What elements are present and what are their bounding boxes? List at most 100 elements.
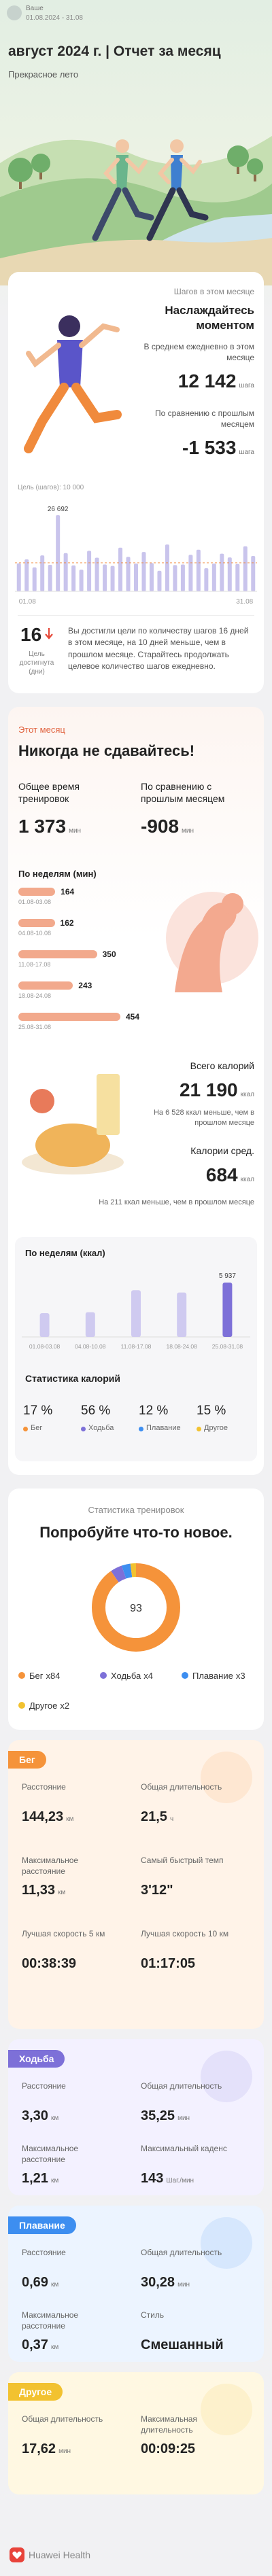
time-diff-label: По сравнению с прошлым месяцем bbox=[141, 781, 225, 805]
stat-label: Максимальная длительность bbox=[141, 2414, 197, 2435]
step-bar bbox=[71, 565, 76, 591]
step-value-label: 26 692 bbox=[48, 506, 69, 513]
calories-value: 21 190 bbox=[179, 1079, 238, 1100]
goal-label: Цель (шагов): 10 000 bbox=[18, 484, 84, 491]
legend-icon bbox=[100, 1672, 107, 1679]
avg-calories-note: На 211 ккал меньше, чем в прошлом месяце bbox=[99, 1198, 254, 1206]
calorie-share-name: Плавание bbox=[146, 1424, 181, 1432]
kcal-value-label: 5 937 bbox=[219, 1272, 236, 1280]
workouts-headline: Попробуйте что-то новое. bbox=[39, 1524, 233, 1541]
kcal-panel: По неделям (ккал) 01.08-03.08 04.08-10.08 1… bbox=[15, 1237, 257, 1461]
stat: 1,21 км bbox=[22, 2171, 58, 2187]
total-time-value: 1 373 bbox=[18, 816, 67, 837]
stat-value: 00:09:25 bbox=[141, 2441, 196, 2456]
step-bar bbox=[110, 565, 115, 591]
legend-dot bbox=[197, 1427, 201, 1431]
stat-label: Общая длительность bbox=[141, 2248, 222, 2257]
arm bbox=[175, 902, 237, 992]
avg-steps-unit: шага bbox=[239, 382, 254, 389]
kcal-bar bbox=[131, 1290, 141, 1337]
x-tick-label: 04.08-10.08 bbox=[75, 1343, 106, 1350]
legend-count: x84 bbox=[46, 1671, 61, 1681]
avg-calories-label: Калории сред. bbox=[190, 1145, 254, 1156]
workouts-card: Статистика тренировок Попробуйте что-то н… bbox=[8, 1489, 264, 1730]
step-bar bbox=[220, 553, 224, 591]
tree-crown bbox=[8, 158, 33, 182]
calories-unit: ккал bbox=[240, 1091, 254, 1098]
sport-card: Бег Расстояние 144,23 км Общая длительность 2… bbox=[8, 1740, 264, 2029]
x-tick-label: 11.08-17.08 bbox=[121, 1343, 152, 1350]
weekly-kcal-title: По неделям (ккал) bbox=[25, 1248, 105, 1258]
runner-leg bbox=[92, 187, 122, 241]
week-label: 11.08-17.08 bbox=[18, 961, 51, 968]
legend-name: Другое bbox=[29, 1701, 58, 1711]
steps-diff-value: -1 533 bbox=[182, 437, 237, 458]
step-bar bbox=[48, 564, 52, 591]
stat-value: Смешанный bbox=[141, 2337, 224, 2352]
kcal-chart: 01.08-03.08 04.08-10.08 11.08-17.08 18.08-2… bbox=[22, 1272, 250, 1350]
steps-label: Шагов в этом месяце bbox=[173, 287, 254, 296]
calorie-stats-title: Статистика калорий bbox=[25, 1373, 120, 1384]
runner-body bbox=[116, 155, 129, 190]
stat: 3,30 км bbox=[22, 2108, 58, 2124]
header-illustration bbox=[0, 136, 272, 285]
legend-dot bbox=[139, 1427, 143, 1431]
stat-unit: км bbox=[50, 2177, 59, 2185]
activity-card: Этот месяц Никогда не сдавайтесь! Общее вр… bbox=[8, 707, 264, 1475]
stat-label: Общая длительность bbox=[141, 1782, 222, 1792]
logo-heart bbox=[12, 2552, 22, 2559]
stat-value: 30,28 bbox=[141, 2275, 175, 2290]
stat: 17,62 мин bbox=[22, 2441, 71, 2457]
steps-diff-label: По сравнению с прошлым месяцем bbox=[154, 408, 254, 430]
tree-crown bbox=[227, 145, 249, 167]
total-time: 1 373 мин bbox=[18, 816, 81, 837]
calories-label: Всего калорий bbox=[190, 1060, 254, 1071]
stat-label: Максимальное расстояние bbox=[22, 1856, 79, 1876]
legend-item: Плавание x3 bbox=[182, 1671, 260, 1681]
goal-days: 16 bbox=[20, 624, 42, 645]
avg-steps-label: В среднем ежедневно в этом месяце bbox=[143, 342, 254, 363]
calorie-share: 17 % bbox=[23, 1404, 53, 1418]
runner-arm bbox=[103, 158, 120, 184]
stat-label: Общая длительность bbox=[141, 2081, 222, 2091]
legend-name: Ходьба bbox=[111, 1671, 141, 1681]
stat: 0,37 км bbox=[22, 2337, 58, 2353]
figure-head bbox=[58, 315, 80, 337]
sport-card: Другое Общая длительность 17,62 мин Максимал… bbox=[8, 2372, 264, 2494]
calorie-share: 15 % bbox=[197, 1404, 226, 1418]
glass bbox=[97, 1074, 120, 1135]
stat-unit: км bbox=[50, 2114, 59, 2122]
donut-chart: 93 bbox=[92, 1563, 180, 1652]
stat-value: 0,37 bbox=[22, 2337, 48, 2352]
x-tick-label: 01.08-03.08 bbox=[29, 1343, 61, 1350]
runner-head bbox=[170, 139, 184, 153]
figure-leg bbox=[24, 383, 69, 453]
steps-chart: 01.08 26 692 31.08 bbox=[15, 506, 257, 606]
step-bar bbox=[16, 563, 21, 591]
report-title: август 2024 г. | Отчет за месяц bbox=[8, 43, 221, 59]
stat: 01:17:05 bbox=[141, 1956, 195, 1972]
runner-arm bbox=[125, 158, 148, 175]
step-bar bbox=[211, 563, 216, 591]
stat: 144,23 км bbox=[22, 1809, 73, 1825]
step-bar bbox=[24, 559, 29, 591]
sport-tab: Другое bbox=[8, 2383, 63, 2401]
stat-label: Максимальное расстояние bbox=[22, 2310, 79, 2331]
step-bar bbox=[188, 555, 193, 591]
avatar bbox=[7, 5, 22, 20]
stat: 3'12" bbox=[141, 1883, 173, 1898]
icon-backdrop bbox=[201, 2384, 252, 2435]
step-bar bbox=[227, 557, 232, 591]
legend-name: Бег bbox=[29, 1671, 44, 1681]
fist bbox=[222, 893, 243, 915]
week-label: 18.08-24.08 bbox=[18, 992, 52, 999]
sport-card: Ходьба Расстояние 3,30 км Общая длительность… bbox=[8, 2039, 264, 2195]
stat-unit: ч bbox=[169, 1815, 174, 1823]
user-name: Ваше bbox=[26, 5, 44, 12]
tree-crown bbox=[247, 158, 263, 175]
weekly-minutes-title: По неделям (мин) bbox=[18, 869, 97, 879]
minutes-bar bbox=[18, 888, 56, 896]
stat: 21,5 ч bbox=[141, 1809, 173, 1825]
legend-item: Другое x2 bbox=[18, 1701, 97, 1711]
stat-value: 0,69 bbox=[22, 2275, 48, 2290]
